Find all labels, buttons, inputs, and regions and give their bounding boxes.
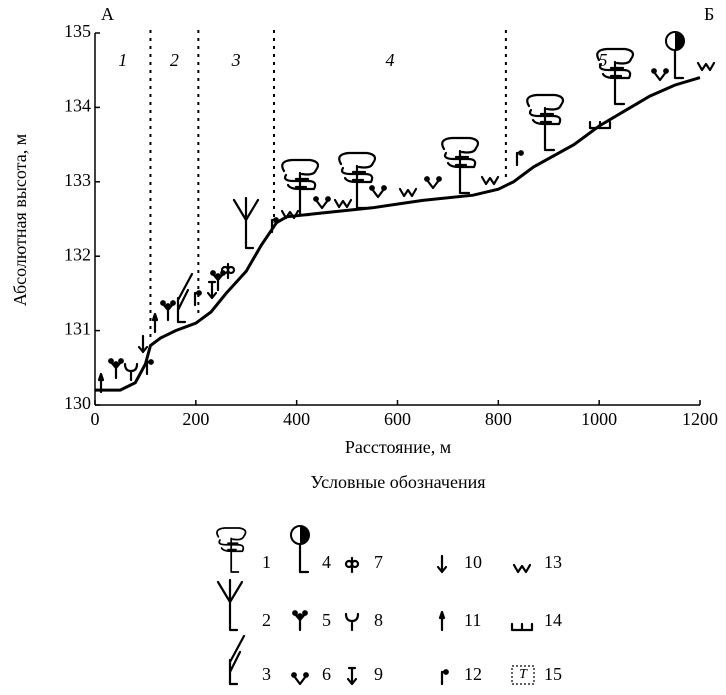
corner-label: Б	[704, 4, 714, 24]
legend-symbol	[228, 634, 246, 686]
corner-label: А	[101, 4, 114, 24]
x-tick-label: 600	[384, 409, 411, 429]
x-tick-label: 1000	[581, 409, 617, 429]
legend-symbol	[344, 556, 360, 574]
y-tick-label: 133	[64, 170, 91, 190]
symbol	[651, 68, 669, 82]
legend-symbol	[438, 610, 446, 632]
zone-label: 1	[118, 50, 127, 70]
symbol	[210, 270, 226, 292]
legend-number: 5	[322, 610, 331, 630]
symbol	[398, 187, 418, 198]
y-tick-label: 134	[64, 96, 91, 116]
zone-label: 5	[598, 50, 607, 70]
symbol	[369, 185, 387, 199]
symbol	[137, 334, 149, 354]
legend-number: 12	[464, 664, 482, 684]
x-tick-label: 800	[485, 409, 512, 429]
legend-symbol	[512, 563, 532, 574]
y-tick-label: 132	[64, 244, 91, 264]
legend-title: Условные обозначения	[310, 472, 485, 492]
symbol	[696, 61, 716, 72]
symbol	[526, 93, 565, 152]
legend-number: 11	[464, 610, 481, 630]
symbol	[160, 300, 176, 322]
legend-symbol	[344, 612, 360, 632]
symbol	[232, 196, 260, 250]
legend-symbol	[346, 666, 358, 686]
legend-symbol	[292, 610, 308, 632]
x-axis-label: Расстояние, м	[345, 437, 451, 457]
symbol	[313, 196, 331, 210]
symbol	[145, 359, 154, 376]
symbol	[123, 362, 139, 382]
legend-symbol	[436, 554, 448, 574]
legend-number: 13	[544, 552, 562, 572]
legend-number: 4	[322, 552, 331, 572]
profile-line	[95, 76, 701, 392]
legend-symbol	[291, 672, 309, 686]
legend-symbol	[216, 578, 244, 632]
legend-number: 2	[262, 610, 271, 630]
x-tick-label: 1200	[682, 409, 718, 429]
legend-symbol	[440, 669, 449, 686]
legend-symbol	[216, 527, 247, 573]
symbol	[206, 280, 218, 300]
legend-number: 7	[374, 552, 383, 572]
legend-number: 1	[262, 552, 271, 572]
legend-number: 10	[464, 552, 482, 572]
y-tick-label: 135	[64, 21, 91, 41]
legend-symbol	[511, 665, 535, 685]
zone-label: 4	[385, 50, 394, 70]
symbol	[108, 358, 124, 380]
x-tick-label: 400	[283, 409, 310, 429]
symbol	[151, 312, 159, 334]
legend-number: 14	[544, 610, 562, 630]
symbol	[281, 158, 320, 217]
symbol	[480, 175, 500, 186]
legend-number: 3	[262, 664, 271, 684]
y-tick-label: 130	[64, 393, 91, 413]
symbol	[441, 136, 480, 195]
symbol	[424, 176, 442, 190]
legend-number: 6	[322, 664, 331, 684]
vegetation-symbols	[97, 30, 716, 394]
zone-label: 3	[231, 50, 241, 70]
legend-number: 9	[374, 664, 383, 684]
legend-symbol	[510, 622, 534, 632]
y-axis-label: Абсолютная высота, м	[10, 134, 30, 306]
legend-number: 15	[544, 664, 562, 684]
symbol	[338, 151, 377, 210]
legend-number: 8	[374, 610, 383, 630]
zone-label: 2	[170, 50, 179, 70]
y-tick-label: 131	[64, 319, 91, 339]
symbol	[176, 272, 194, 324]
x-tick-label: 0	[91, 409, 100, 429]
symbol	[515, 150, 524, 167]
symbol	[333, 198, 353, 209]
x-tick-label: 200	[182, 409, 209, 429]
legend-symbol	[289, 524, 311, 574]
